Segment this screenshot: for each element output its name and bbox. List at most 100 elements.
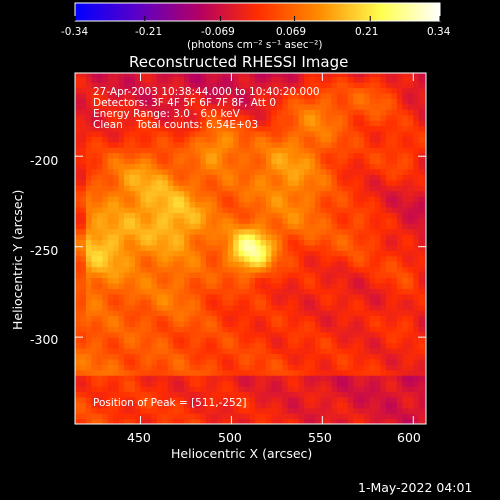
- heat-cell: [325, 228, 333, 235]
- heat-cell: [331, 190, 338, 197]
- heat-cell: [385, 288, 393, 295]
- heat-cell: [75, 130, 82, 137]
- heat-cell: [271, 418, 278, 424]
- heat-cell: [96, 288, 103, 295]
- heat-cell: [276, 396, 283, 403]
- heat-cell: [189, 168, 196, 175]
- heat-cell: [325, 320, 333, 327]
- heat-cell: [205, 413, 212, 420]
- heat-cell: [407, 375, 414, 382]
- heat-cell: [375, 326, 382, 333]
- heat-cell: [375, 206, 382, 213]
- heat-cell: [342, 272, 349, 279]
- heat-cell: [391, 413, 398, 420]
- heat-cell: [162, 331, 169, 338]
- heat-cell: [342, 82, 349, 89]
- heat-cell: [173, 255, 180, 262]
- heat-cell: [260, 310, 267, 317]
- heat-cell: [293, 158, 300, 165]
- heat-cell: [385, 206, 393, 213]
- heat-cell: [287, 396, 294, 403]
- heat-cell: [347, 331, 354, 338]
- heat-cell: [287, 168, 294, 175]
- heat-cell: [265, 266, 273, 273]
- heat-cell: [118, 163, 125, 170]
- heat-cell: [331, 288, 338, 295]
- heat-cell: [320, 396, 327, 403]
- heat-cell: [211, 168, 218, 175]
- heat-cell: [320, 152, 327, 159]
- heat-cell: [75, 201, 82, 208]
- heat-cell: [396, 342, 403, 349]
- heat-cell: [140, 407, 147, 414]
- heat-cell: [315, 196, 322, 203]
- heat-cell: [369, 120, 376, 127]
- heat-cell: [358, 293, 365, 300]
- heat-cell: [402, 201, 409, 208]
- heat-cell: [364, 288, 371, 295]
- energy-range-text: Energy Range: 3.0 - 6.0 keV: [93, 108, 240, 120]
- heat-cell: [80, 304, 87, 311]
- heat-cell: [145, 293, 152, 300]
- heat-cell: [211, 353, 218, 360]
- heat-cell: [391, 358, 398, 365]
- heat-cell: [205, 120, 212, 127]
- heat-cell: [200, 147, 207, 154]
- heat-cell: [391, 342, 398, 349]
- heat-cell: [375, 266, 382, 273]
- heat-cell: [282, 342, 289, 349]
- heat-cell: [402, 277, 409, 284]
- heat-cell: [315, 201, 322, 208]
- heat-cell: [402, 125, 409, 132]
- heat-cell: [238, 185, 245, 192]
- heat-cell: [424, 386, 426, 393]
- heat-cell: [396, 250, 403, 257]
- heat-cell: [287, 299, 294, 306]
- heat-cell: [227, 337, 234, 344]
- heat-cell: [402, 76, 409, 83]
- heat-cell: [227, 234, 234, 241]
- heat-cell: [189, 375, 196, 382]
- heat-cell: [118, 331, 125, 338]
- heat-cell: [216, 130, 223, 137]
- heat-cell: [380, 386, 387, 393]
- heat-cell: [260, 299, 267, 306]
- heat-cell: [320, 185, 327, 192]
- heat-cell: [347, 342, 354, 349]
- heat-cell: [276, 277, 283, 284]
- heat-cell: [244, 190, 251, 197]
- heat-cell: [162, 103, 169, 110]
- heat-cell: [287, 152, 294, 159]
- heat-cell: [216, 87, 223, 94]
- heat-cell: [75, 125, 82, 132]
- heat-cell: [145, 217, 152, 224]
- heat-cell: [211, 277, 218, 284]
- heat-cell: [118, 217, 125, 224]
- heat-cell: [391, 299, 398, 306]
- heat-cell: [375, 391, 382, 398]
- heat-cell: [249, 147, 256, 154]
- heat-cell: [80, 402, 87, 409]
- heat-cell: [380, 217, 387, 224]
- heat-cell: [189, 239, 196, 246]
- heat-cell: [364, 92, 371, 99]
- heat-cell: [244, 375, 251, 382]
- heat-cell: [260, 380, 267, 387]
- heat-cell: [113, 386, 120, 393]
- heat-cell: [238, 331, 245, 338]
- heat-cell: [276, 98, 283, 105]
- heat-cell: [222, 255, 229, 262]
- heat-cell: [113, 413, 120, 420]
- heat-cell: [353, 353, 360, 360]
- heat-cell: [145, 282, 152, 289]
- heat-cell: [336, 190, 343, 197]
- heat-cell: [96, 190, 103, 197]
- heat-cell: [385, 282, 393, 289]
- heat-cell: [282, 234, 289, 241]
- heat-cell: [315, 282, 322, 289]
- heat-cell: [358, 179, 365, 186]
- heat-cell: [364, 141, 371, 148]
- heat-cell: [216, 92, 223, 99]
- heat-cell: [205, 223, 212, 230]
- heat-cell: [216, 228, 223, 235]
